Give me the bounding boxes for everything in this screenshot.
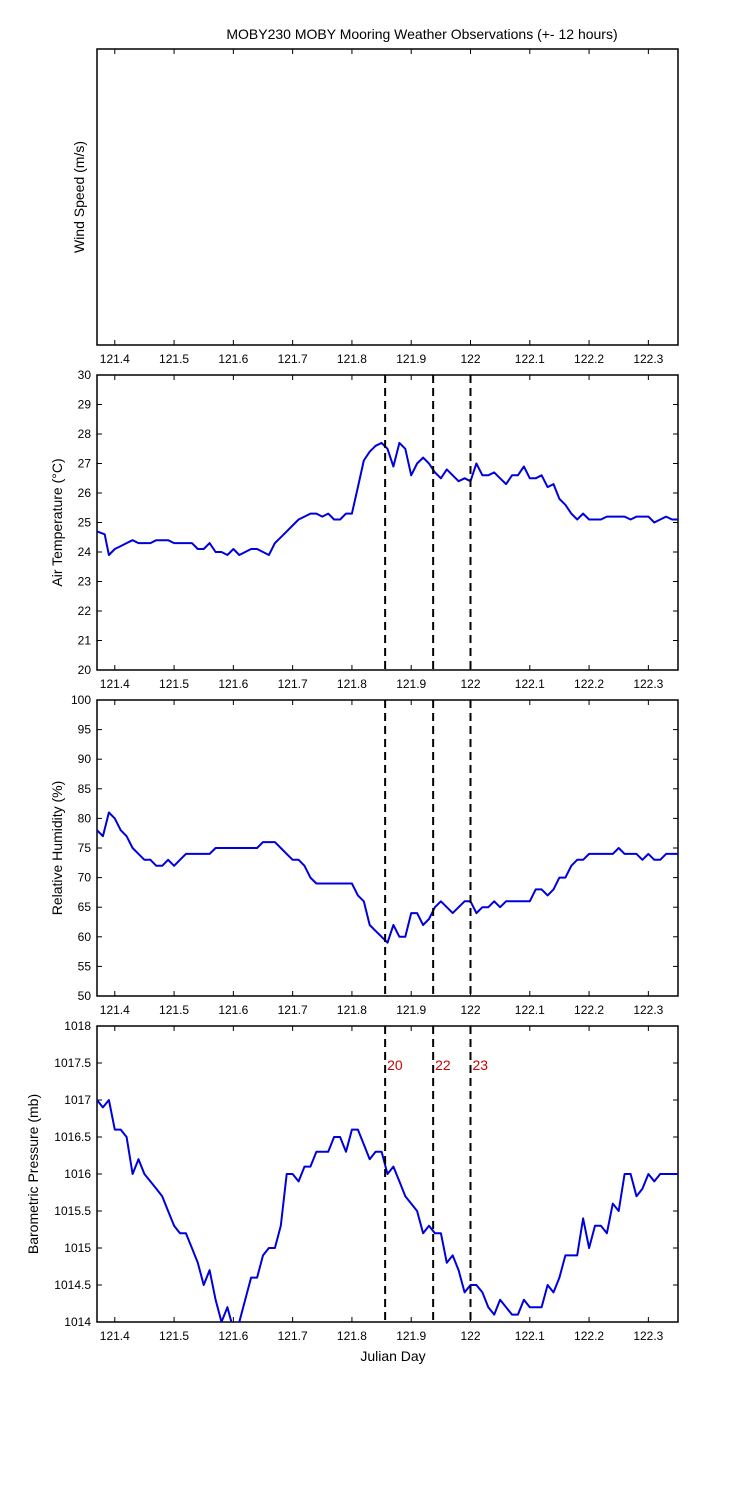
y-tick-label: 1016 — [64, 1167, 91, 1181]
y-tick-label: 21 — [78, 634, 92, 648]
x-tick-label: 121.9 — [396, 677, 426, 691]
x-tick-label: 121.4 — [100, 1003, 130, 1017]
x-tick-label: 121.9 — [396, 1003, 426, 1017]
x-tick-label: 121.5 — [159, 352, 189, 366]
x-tick-label: 122.1 — [515, 677, 545, 691]
x-tick-label: 121.4 — [100, 1329, 130, 1343]
x-tick-label: 121.9 — [396, 352, 426, 366]
y-tick-label: 80 — [78, 811, 92, 825]
x-tick-label: 122.3 — [633, 1329, 663, 1343]
x-tick-label: 121.8 — [337, 352, 367, 366]
panel-4: 121.4 121.5 121.6 121.7 121.8 121.9 122 122.1 12… — [25, 1019, 679, 1343]
y-axis-title: Wind Speed (m/s) — [71, 141, 87, 253]
panel-3: 121.4 121.5 121.6 121.7 121.8 121.9 122 122.1 12… — [49, 693, 679, 1017]
figure-title: MOBY230 MOBY Mooring Weather Observation… — [226, 26, 617, 42]
x-tick-label: 122.3 — [633, 1003, 663, 1017]
x-tick-label: 122 — [460, 1329, 480, 1343]
x-tick-label: 122.3 — [633, 352, 663, 366]
y-tick-label: 1017 — [64, 1093, 91, 1107]
y-tick-label: 1014 — [64, 1315, 91, 1329]
x-tick-label: 121.5 — [159, 1003, 189, 1017]
x-tick-label: 122.1 — [515, 1329, 545, 1343]
marker-label: 23 — [473, 1057, 489, 1073]
x-tick-label: 122 — [460, 352, 480, 366]
x-tick-label: 122.2 — [574, 677, 604, 691]
y-tick-label: 20 — [78, 663, 92, 677]
x-tick-label: 121.6 — [218, 1003, 248, 1017]
marker-label: 20 — [387, 1057, 403, 1073]
x-tick-label: 121.6 — [218, 352, 248, 366]
y-tick-label: 95 — [78, 723, 92, 737]
x-tick-label: 121.8 — [337, 1329, 367, 1343]
y-tick-label: 28 — [78, 427, 92, 441]
y-tick-label: 1014.5 — [54, 1278, 91, 1292]
x-tick-label: 121.5 — [159, 1329, 189, 1343]
x-tick-label: 122.2 — [574, 1329, 604, 1343]
y-tick-label: 1015 — [64, 1241, 91, 1255]
x-tick-label: 121.7 — [278, 1329, 308, 1343]
x-tick-label: 122.2 — [574, 1003, 604, 1017]
x-tick-label: 122 — [460, 1003, 480, 1017]
y-tick-label: 29 — [78, 398, 92, 412]
x-tick-label: 121.7 — [278, 1003, 308, 1017]
series-line — [97, 441, 678, 556]
y-tick-label: 100 — [71, 693, 91, 707]
y-tick-label: 70 — [78, 871, 92, 885]
panel-1: 121.4 121.5 121.6 121.7 121.8 121.9 122 122.1 12… — [71, 48, 679, 366]
x-tick-label: 121.4 — [100, 352, 130, 366]
y-tick-label: 60 — [78, 930, 92, 944]
x-tick-label: 121.6 — [218, 677, 248, 691]
y-tick-label: 25 — [78, 516, 92, 530]
x-tick-label: 121.4 — [100, 677, 130, 691]
marker-label: 22 — [435, 1057, 451, 1073]
y-tick-label: 75 — [78, 841, 92, 855]
y-tick-label: 1018 — [64, 1019, 91, 1033]
x-tick-label: 121.7 — [278, 677, 308, 691]
x-tick-label: 122.2 — [574, 352, 604, 366]
x-tick-label: 122.3 — [633, 677, 663, 691]
y-tick-label: 26 — [78, 486, 92, 500]
x-tick-label: 122.1 — [515, 1003, 545, 1017]
x-tick-label: 121.7 — [278, 352, 308, 366]
y-tick-label: 24 — [78, 545, 92, 559]
x-tick-label: 121.6 — [218, 1329, 248, 1343]
y-tick-label: 1015.5 — [54, 1204, 91, 1218]
y-tick-label: 50 — [78, 989, 92, 1003]
x-tick-label: 122.1 — [515, 352, 545, 366]
y-tick-label: 90 — [78, 752, 92, 766]
series-line — [97, 811, 678, 944]
y-axis-title: Barometric Pressure (mb) — [25, 1094, 41, 1254]
y-tick-label: 1017.5 — [54, 1056, 91, 1070]
x-axis-title: Julian Day — [360, 1348, 425, 1364]
x-tick-label: 122 — [460, 677, 480, 691]
x-tick-label: 121.9 — [396, 1329, 426, 1343]
y-axis-title: Air Temperature (°C) — [49, 458, 65, 586]
y-tick-label: 55 — [78, 959, 92, 973]
plot-frame — [96, 374, 679, 671]
x-tick-label: 121.8 — [337, 1003, 367, 1017]
series-line — [97, 1099, 678, 1322]
y-axis-title: Relative Humidity (%) — [49, 781, 65, 916]
plot-frame — [96, 699, 679, 997]
panel-2: 121.4 121.5 121.6 121.7 121.8 121.9 122 122.1 12… — [49, 368, 679, 691]
y-tick-label: 22 — [78, 604, 92, 618]
y-tick-label: 27 — [78, 457, 92, 471]
plot-frame — [96, 48, 679, 346]
y-tick-label: 1016.5 — [54, 1130, 91, 1144]
y-tick-label: 23 — [78, 575, 92, 589]
y-tick-label: 65 — [78, 900, 92, 914]
x-tick-label: 121.5 — [159, 677, 189, 691]
x-tick-label: 121.8 — [337, 677, 367, 691]
y-tick-label: 85 — [78, 782, 92, 796]
y-tick-label: 30 — [78, 368, 92, 382]
